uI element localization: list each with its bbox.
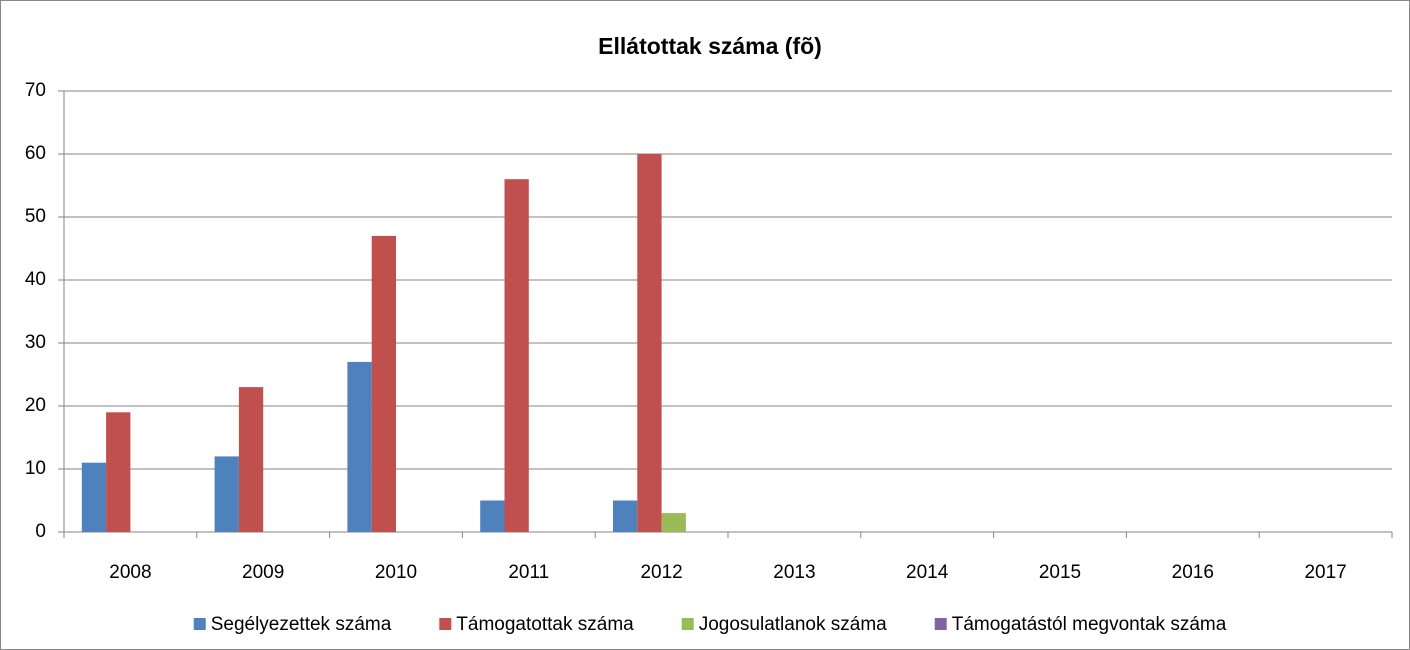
chart-title: Ellátottak száma (fõ) bbox=[598, 33, 822, 59]
bar bbox=[371, 235, 396, 532]
y-tick-label: 60 bbox=[25, 143, 46, 164]
x-tick-label: 2010 bbox=[375, 562, 417, 583]
y-tick-label: 40 bbox=[25, 269, 46, 290]
x-tick-label: 2014 bbox=[906, 562, 949, 583]
legend-swatch bbox=[934, 618, 947, 630]
bar bbox=[347, 361, 372, 532]
y-tick-label: 70 bbox=[25, 80, 46, 101]
legend-swatch bbox=[681, 618, 694, 630]
legend-label: Támogatástól megvontak száma bbox=[952, 614, 1227, 635]
x-tick-label: 2013 bbox=[773, 562, 815, 583]
legend-label: Segélyezettek száma bbox=[211, 614, 392, 635]
legend-label: Támogatottak száma bbox=[456, 614, 634, 635]
bar bbox=[81, 462, 107, 532]
bar bbox=[214, 456, 239, 532]
y-tick-label: 20 bbox=[25, 395, 46, 416]
bar bbox=[613, 500, 638, 532]
bar bbox=[106, 412, 131, 532]
x-tick-label: 2015 bbox=[1039, 562, 1081, 583]
bar bbox=[238, 387, 264, 532]
y-tick-label: 10 bbox=[25, 458, 46, 479]
legend-swatch bbox=[439, 618, 452, 630]
bar bbox=[480, 500, 505, 532]
x-tick-label: 2008 bbox=[109, 562, 151, 583]
legend-label: Jogosulatlanok száma bbox=[699, 614, 887, 635]
x-tick-label: 2016 bbox=[1172, 562, 1214, 583]
bar bbox=[661, 513, 686, 532]
y-tick-label: 30 bbox=[25, 332, 46, 353]
y-tick-label: 50 bbox=[25, 206, 46, 227]
x-tick-label: 2009 bbox=[242, 562, 284, 583]
x-tick-label: 2012 bbox=[640, 562, 682, 583]
legend-swatch bbox=[193, 618, 206, 630]
y-tick-label: 0 bbox=[35, 521, 46, 542]
bar bbox=[637, 154, 662, 532]
x-tick-label: 2011 bbox=[508, 562, 549, 583]
bar bbox=[504, 179, 529, 532]
x-tick-label: 2017 bbox=[1304, 562, 1346, 583]
